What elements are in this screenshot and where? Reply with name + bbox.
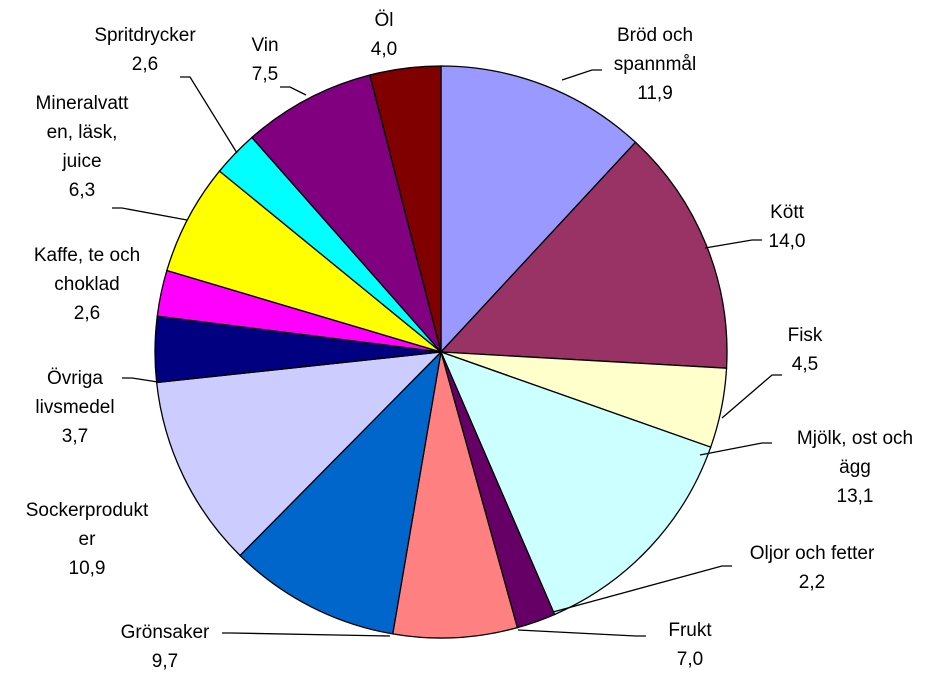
data-label: Vin 7,5: [251, 31, 278, 89]
category-label: Sockerprodukt er: [25, 500, 149, 550]
data-label: Grönsaker 9,7: [121, 618, 210, 675]
category-label: Frukt: [668, 620, 712, 641]
value-label: 6,3: [68, 180, 96, 201]
leader-line: [699, 442, 772, 456]
data-label: Oljor och fetter 2,2: [750, 539, 875, 597]
pie-slice: [439, 141, 728, 369]
data-label: Mineralvatt en, läsk, juice 6,3: [36, 89, 129, 205]
leader-line: [112, 207, 188, 221]
value-label: 3,7: [61, 426, 89, 447]
value-label: 7,0: [676, 649, 704, 670]
category-label: Mineralvatt en, läsk, juice: [35, 93, 129, 172]
category-label: Fisk: [787, 325, 823, 346]
leader-line: [222, 632, 391, 637]
category-label: Öl: [374, 10, 394, 31]
leader-line: [552, 565, 732, 613]
pie-slice: [250, 74, 442, 353]
value-label: 11,9: [637, 83, 673, 104]
value-label: 4,0: [370, 39, 398, 60]
category-label: Bröd och spannmål: [613, 25, 697, 75]
pie-slice: [439, 350, 712, 616]
category-label: Spritdrycker: [94, 25, 196, 46]
category-label: Kött: [770, 202, 804, 223]
value-label: 9,7: [151, 651, 179, 672]
data-label: Kaffe, te och choklad 2,6: [34, 241, 140, 328]
leader-line: [721, 374, 782, 419]
leader-line: [517, 629, 646, 637]
data-label: Öl 4,0: [371, 6, 397, 64]
value-label: 14,0: [768, 231, 806, 252]
category-label: Mjölk, ost och ägg: [796, 428, 914, 478]
pie-slice: [166, 170, 442, 353]
category-label: Oljor och fetter: [749, 543, 875, 564]
value-label: 7,5: [251, 64, 279, 85]
data-label: Övriga livsmedel 3,7: [35, 364, 114, 451]
data-label: Kött 14,0: [769, 198, 806, 256]
data-label: Fisk 4,5: [788, 321, 823, 379]
value-label: 4,5: [791, 354, 819, 375]
category-label: Kaffe, te och choklad: [33, 245, 141, 295]
data-label: Frukt 7,0: [668, 616, 711, 674]
leader-line: [180, 76, 238, 154]
pie-slice: [391, 351, 519, 639]
pie-slice: [440, 65, 637, 354]
data-label: Spritdrycker 2,6: [94, 21, 195, 79]
leader-line: [704, 239, 762, 249]
value-label: 10,9: [68, 558, 106, 579]
value-label: 2,6: [73, 303, 101, 324]
leader-line: [561, 69, 602, 81]
data-label: Sockerprodukt er 10,9: [26, 496, 149, 583]
value-label: 2,6: [131, 54, 159, 75]
pie-slice: [155, 351, 443, 557]
pie-slice: [369, 65, 442, 353]
data-label: Mjölk, ost och ägg 13,1: [797, 424, 913, 511]
leader-line: [122, 377, 159, 383]
category-label: Grönsaker: [120, 622, 210, 643]
leader-line: [280, 86, 307, 96]
category-label: Vin: [251, 35, 279, 56]
value-label: 13,1: [836, 486, 874, 507]
value-label: 2,2: [798, 572, 826, 593]
data-label: Bröd och spannmål 11,9: [614, 21, 696, 108]
category-label: Övriga livsmedel: [35, 368, 115, 418]
pie-slice: [239, 350, 442, 635]
